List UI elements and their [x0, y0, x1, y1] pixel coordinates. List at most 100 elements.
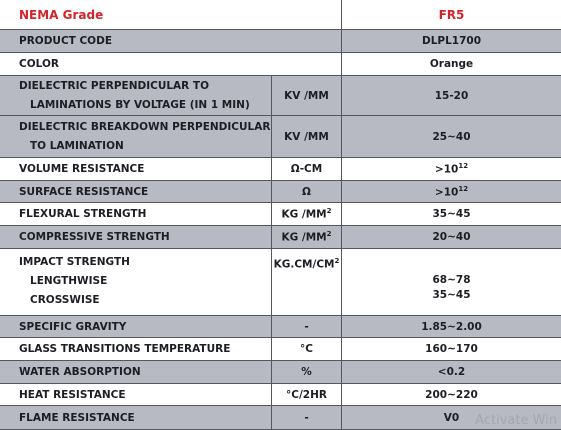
property-cell: DIELECTRIC BREAKDOWN PERPENDICULAR TO LAM…: [0, 116, 272, 157]
unit-cell: -: [272, 406, 342, 429]
unit-cell: KG /MM2: [272, 226, 342, 248]
value-text: DLPL1700: [421, 35, 482, 47]
unit-text: -: [304, 411, 309, 424]
unit-sup: 2: [326, 207, 332, 216]
value-cell: Orange: [342, 53, 561, 75]
unit-text: KV /MM: [284, 130, 329, 143]
value-text: 25~40: [432, 130, 471, 143]
unit-text: Ω: [302, 185, 311, 198]
value-text: Orange: [429, 58, 474, 70]
spec-row: DIELECTRIC PERPENDICULAR TO LAMINATIONS B…: [0, 76, 561, 116]
property-cell: GLASS TRANSITIONS TEMPERATURE: [0, 338, 272, 360]
spec-row: HEAT RESISTANCE °C/2HR 200~220: [0, 384, 561, 406]
unit-text: °C/2HR: [286, 388, 327, 401]
property-line: LENGTHWISE: [30, 275, 108, 287]
property-line: IMPACT STRENGTH: [19, 256, 130, 268]
unit-cell: KV /MM: [272, 116, 342, 157]
property-cell: WATER ABSORPTION: [0, 361, 272, 383]
spec-row: VOLUME RESISTANCE Ω-CM >1012: [0, 158, 561, 181]
property-cell: FLEXURAL STRENGTH: [0, 203, 272, 225]
property-line: DIELECTRIC PERPENDICULAR TO: [19, 79, 209, 92]
property-text: COMPRESSIVE STRENGTH: [19, 231, 170, 243]
value-cell: 35~45: [342, 203, 561, 225]
value-text: 35~45: [432, 208, 471, 220]
value-text: 15-20: [434, 89, 469, 102]
value-text: <0.2: [437, 366, 466, 378]
property-text: SURFACE RESISTANCE: [19, 185, 149, 198]
grade: FR5: [438, 7, 465, 22]
property-text: SPECIFIC GRAVITY: [19, 320, 127, 333]
value-base: >10: [434, 186, 459, 199]
unit-text: KG /MM2: [281, 230, 331, 244]
value-cell: 25~40: [342, 116, 561, 157]
value-cell: 20~40: [342, 226, 561, 248]
property-line: LAMINATIONS BY VOLTAGE (IN 1 MIN): [30, 98, 250, 111]
value-line: 35~45: [432, 289, 471, 301]
value-cell: <0.2: [342, 361, 561, 383]
unit-text: °C: [300, 343, 313, 355]
property-line: TO LAMINATION: [30, 139, 124, 152]
unit-cell: %: [272, 361, 342, 383]
unit-text: KV /MM: [284, 89, 329, 102]
unit-sup: 2: [326, 230, 332, 239]
unit-cell: KV /MM: [272, 76, 342, 115]
value-text: 1.85~2.00: [421, 320, 482, 333]
value-cell: >1012: [342, 158, 561, 180]
property-text: COLOR: [19, 58, 59, 70]
unit-cell: -: [272, 316, 342, 337]
property-cell: HEAT RESISTANCE: [0, 384, 272, 405]
unit-text: -: [304, 320, 309, 333]
unit-base: KG.CM/CM: [273, 258, 335, 271]
property-cell: SPECIFIC GRAVITY: [0, 316, 272, 337]
unit-cell: Ω-CM: [272, 158, 342, 180]
value-cell: 15-20: [342, 76, 561, 115]
value-text: 20~40: [432, 231, 471, 243]
spec-row: FLEXURAL STRENGTH KG /MM2 35~45: [0, 203, 561, 226]
unit-cell: Ω: [272, 181, 342, 202]
property-text: PRODUCT CODE: [19, 35, 112, 47]
property-line: CROSSWISE: [30, 294, 100, 306]
spec-row: GLASS TRANSITIONS TEMPERATURE °C 160~170: [0, 338, 561, 361]
property-cell: COMPRESSIVE STRENGTH: [0, 226, 272, 248]
property-line: DIELECTRIC BREAKDOWN PERPENDICULAR: [19, 120, 271, 133]
value-text: 200~220: [425, 388, 478, 401]
value-text: V0: [443, 411, 460, 424]
spec-row: COLOR Orange: [0, 53, 561, 76]
property-cell: IMPACT STRENGTH LENGTHWISE CROSSWISE: [0, 249, 272, 315]
property-text: WATER ABSORPTION: [19, 366, 141, 378]
unit-text: %: [301, 366, 312, 378]
value-cell: 200~220: [342, 384, 561, 405]
spec-row: IMPACT STRENGTH LENGTHWISE CROSSWISE KG.CM/…: [0, 249, 561, 316]
property-text: VOLUME RESISTANCE: [19, 163, 145, 175]
spec-row: SURFACE RESISTANCE Ω >1012: [0, 181, 561, 203]
value-sup: 12: [458, 162, 469, 171]
spec-row: PRODUCT CODE DLPL1700: [0, 30, 561, 53]
value-text: >1012: [435, 162, 468, 176]
property-cell: VOLUME RESISTANCE: [0, 158, 272, 180]
unit-base: KG /MM: [281, 208, 327, 221]
spec-row: SPECIFIC GRAVITY - 1.85~2.00: [0, 316, 561, 338]
property-cell: FLAME RESISTANCE: [0, 406, 272, 429]
value-cell: DLPL1700: [342, 30, 561, 52]
unit-cell: °C: [272, 338, 342, 360]
unit-text: KG.CM/CM2: [274, 257, 340, 271]
grade-label: NEMA Grade: [0, 0, 342, 29]
unit-base: KG /MM: [281, 231, 327, 244]
property-text: HEAT RESISTANCE: [19, 388, 126, 401]
value-cell: 1.85~2.00: [342, 316, 561, 337]
property-cell: DIELECTRIC PERPENDICULAR TO LAMINATIONS B…: [0, 76, 272, 115]
unit-sup: 2: [334, 257, 340, 265]
unit-cell: KG.CM/CM2: [272, 249, 342, 315]
property-text: GLASS TRANSITIONS TEMPERATURE: [19, 343, 231, 355]
value-cell: V0: [342, 406, 561, 429]
property-text: FLAME RESISTANCE: [19, 411, 135, 424]
value-line: 68~78: [432, 274, 471, 286]
unit-text: KG /MM2: [281, 207, 331, 221]
value-cell: >1012: [342, 181, 561, 202]
value-text: >1012: [435, 185, 468, 199]
property-cell: PRODUCT CODE: [0, 30, 342, 52]
unit-text: Ω-CM: [290, 163, 323, 175]
property-cell: COLOR: [0, 53, 342, 75]
unit-cell: °C/2HR: [272, 384, 342, 405]
